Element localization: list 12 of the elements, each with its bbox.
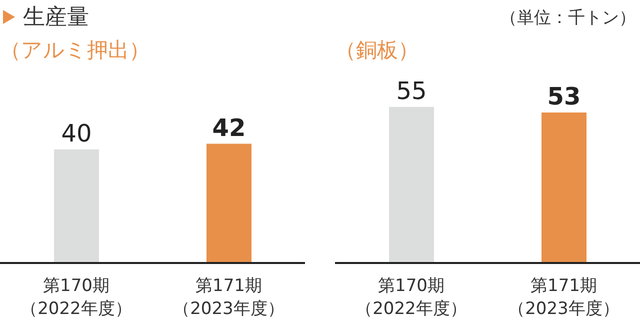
data-label: 40 <box>61 119 92 148</box>
chart-subtitle: （アルミ押出） <box>0 37 150 64</box>
chart-title: 生産量 <box>23 4 89 32</box>
text: （単位：千トン） <box>500 7 636 29</box>
x-tick-label: 第170期（2022年度） <box>356 276 467 319</box>
data-label: 55 <box>396 76 427 105</box>
data-label: 53 <box>547 82 581 111</box>
data-label: 42 <box>212 114 246 142</box>
x-tick-label: 第171期（2023年度） <box>508 276 620 319</box>
chart-subtitle: （銅板） <box>335 37 419 64</box>
x-tick-label: 第170期（2022年度） <box>20 276 132 319</box>
x-tick-label: 第171期（2023年度） <box>173 276 284 319</box>
